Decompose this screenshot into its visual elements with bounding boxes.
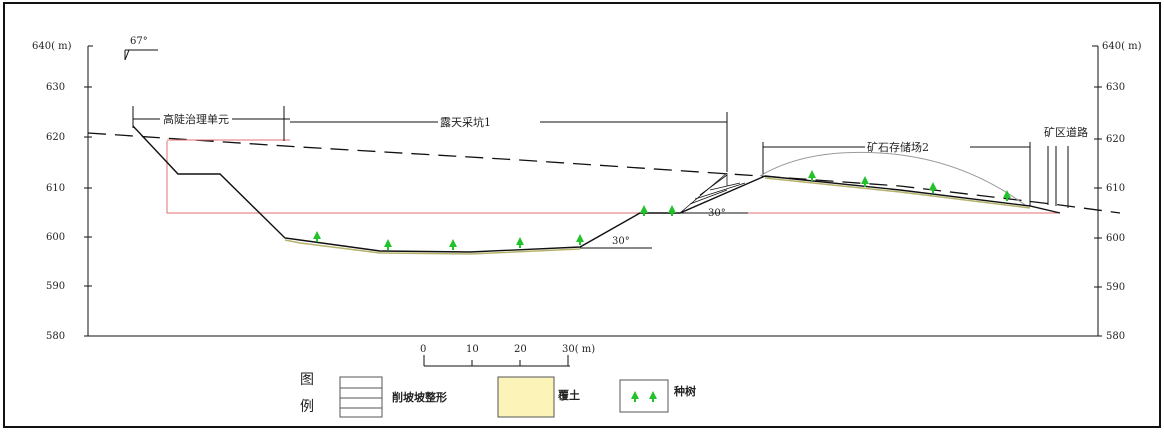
- section-open-pit: 露天采坑1: [290, 112, 728, 172]
- right-tick-620: 620: [1094, 134, 1125, 145]
- storage-soil-layer: [764, 177, 1031, 209]
- tree-5: [576, 234, 584, 245]
- section-label-mine-road: 矿区道路: [1044, 125, 1088, 139]
- tree-8: [808, 170, 816, 181]
- scale-bar: 0 10 20 30( m): [420, 344, 595, 367]
- section-label-slope-unit: 高陡治理单元: [163, 112, 229, 126]
- left-axis: 640( m) 630 620 610 600 590 580: [32, 41, 93, 342]
- right-tick-590: 590: [1094, 282, 1125, 293]
- left-tick-620: 620: [46, 132, 92, 143]
- left-axis-top-label: 640( m): [32, 41, 72, 52]
- right-tick-580: 580: [1094, 331, 1125, 342]
- section-mine-road: 矿区道路: [1044, 125, 1088, 139]
- angle-label-67: 67°: [130, 36, 148, 47]
- scale-label-20: 20: [514, 344, 527, 355]
- pit-profile: [132, 125, 766, 253]
- left-tick-610: 610: [46, 183, 92, 194]
- tree-3: [449, 239, 457, 250]
- scale-label-30: 30( m): [562, 344, 595, 355]
- right-tick-630: 630: [1094, 82, 1125, 93]
- right-axis-top-label: 640( m): [1102, 41, 1142, 52]
- right-tick-label-630: 630: [1106, 82, 1125, 93]
- right-tick-label-620: 620: [1106, 134, 1125, 145]
- left-tick-label-580: 580: [46, 331, 65, 342]
- ore-mound-outline: [759, 151, 1026, 206]
- section-label-ore-storage: 矿石存储场2: [867, 140, 929, 154]
- section-label-open-pit: 露天采坑1: [440, 115, 491, 129]
- legend-soil-swatch: [497, 376, 555, 418]
- tree-9: [861, 176, 869, 187]
- right-tick-label-590: 590: [1106, 282, 1125, 293]
- trees: [313, 170, 1011, 250]
- legend-tree-swatch: [619, 379, 669, 413]
- right-tick-label-580: 580: [1106, 331, 1125, 342]
- angle-label-pit-right: 30°: [708, 208, 726, 219]
- angle-label-pit-bottom: 30°: [612, 236, 630, 247]
- left-tick-label-630: 630: [46, 82, 65, 93]
- tree-1: [313, 231, 321, 242]
- tree-2: [384, 239, 392, 250]
- section-ore-storage: 矿石存储场2: [762, 140, 1031, 206]
- road-posts: [1047, 146, 1069, 208]
- treatment-boundary: [166, 141, 1060, 214]
- legend-title-char-1: 图: [300, 372, 314, 388]
- left-tick-label-600: 600: [46, 232, 65, 243]
- left-tick-590: 590: [46, 281, 92, 292]
- original-terrain-line: [87, 132, 1121, 214]
- pit-slope-hatching: [679, 172, 746, 214]
- soil-cover-layer: [284, 239, 581, 255]
- tree-6: [640, 205, 648, 216]
- left-tick-580: 580: [46, 331, 92, 342]
- scale-label-0: 0: [420, 344, 426, 355]
- left-tick-630: 630: [46, 82, 92, 93]
- right-axis: 640( m) 630 620 610 600 590 580: [1092, 41, 1142, 342]
- outer-frame: [3, 2, 1161, 428]
- legend-title-char-2: 例: [300, 399, 314, 415]
- right-tick-610: 610: [1094, 183, 1125, 194]
- legend: 图 例 削坡坡整形 覆土 种树: [300, 372, 696, 418]
- angle-marker-67: 67°: [124, 36, 158, 61]
- right-tick-label-600: 600: [1106, 233, 1125, 244]
- scale-label-10: 10: [466, 344, 479, 355]
- left-tick-label-590: 590: [46, 281, 65, 292]
- left-tick-label-620: 620: [46, 132, 65, 143]
- legend-tree-label: 种树: [673, 384, 696, 398]
- tree-4: [516, 237, 524, 248]
- section-slope-unit: 高陡治理单元: [132, 106, 290, 141]
- left-tick-600: 600: [46, 232, 92, 243]
- legend-terrain-label: 削坡坡整形: [392, 390, 447, 404]
- left-tick-label-610: 610: [46, 183, 65, 194]
- tree-10: [929, 182, 937, 193]
- right-tick-600: 600: [1094, 233, 1125, 244]
- right-tick-label-610: 610: [1106, 183, 1125, 194]
- legend-terrain-swatch: [339, 376, 383, 418]
- tree-7: [668, 205, 676, 216]
- legend-soil-label: 覆土: [558, 388, 580, 402]
- storage-profile: [764, 175, 1061, 214]
